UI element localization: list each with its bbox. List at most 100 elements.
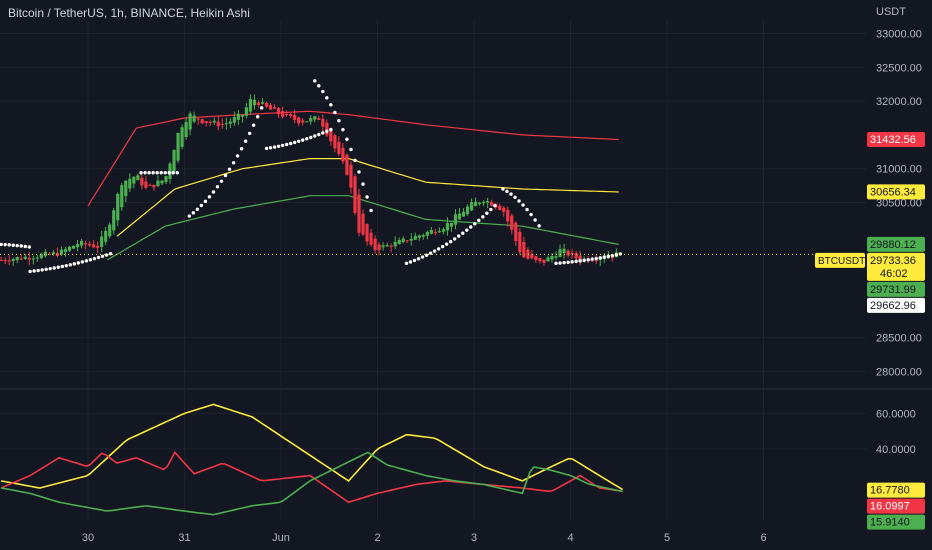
candle-body (144, 181, 148, 189)
psar-dot (251, 123, 256, 127)
psar-dot (606, 254, 610, 259)
indicator-y-tick-label: 60.0000 (876, 408, 916, 420)
candle-body (224, 123, 228, 125)
x-tick-label: 30 (82, 532, 94, 544)
psar-dot (337, 119, 341, 123)
candle-body (63, 249, 68, 253)
candle-body (55, 253, 60, 256)
psar-dot (558, 261, 562, 265)
psar-dot (329, 127, 333, 132)
candle-body (164, 176, 168, 182)
candle-body (92, 244, 96, 248)
psar-dot (436, 247, 441, 251)
candle-body (204, 121, 208, 124)
psar-dot (108, 252, 113, 256)
psar-dot (562, 260, 566, 265)
candle-body (558, 249, 562, 257)
psar-dot (404, 261, 409, 266)
candle-body (140, 177, 144, 186)
psar-dot (64, 263, 68, 268)
candle-body (3, 259, 7, 262)
psar-dot (203, 199, 208, 204)
candle-body (465, 206, 470, 215)
x-tick-label: 2 (374, 532, 380, 544)
psar-dot (276, 144, 281, 148)
psar-dot (151, 171, 155, 175)
psar-dot (317, 84, 321, 88)
candle-body (570, 253, 574, 255)
candle-body (116, 193, 120, 221)
psar-dot (485, 211, 489, 215)
candle-body (120, 185, 124, 208)
candle-body (256, 102, 261, 105)
psar-dot (288, 141, 293, 146)
price-countdown-text: 46:02 (880, 268, 908, 280)
price-label (867, 252, 925, 281)
candle-body (88, 243, 92, 246)
psar-dot (325, 129, 329, 133)
psar-dot (602, 255, 606, 259)
candle-body (79, 240, 84, 246)
indicator-value-label (867, 482, 925, 498)
candle-body (353, 176, 357, 213)
psar-dot (461, 231, 465, 235)
psar-dot (235, 154, 240, 158)
candle-body (510, 215, 514, 230)
psar-dot (570, 260, 574, 264)
psar-dot (268, 146, 273, 150)
candle-body (39, 254, 43, 259)
price-label-text: 31432.56 (870, 134, 916, 146)
candle-body (566, 250, 570, 256)
psar-dot (610, 253, 615, 258)
psar-dot (76, 261, 81, 265)
price-label-text: 29662.96 (870, 300, 916, 312)
psar-dot (412, 258, 417, 263)
psar-dot (432, 249, 437, 253)
y-tick-label: 32500.00 (876, 62, 922, 74)
psar-dot (345, 137, 349, 141)
psar-dot (0, 242, 3, 247)
candle-body (518, 231, 522, 253)
candle-body (184, 122, 188, 138)
psar-dot (3, 242, 7, 247)
candle-body (100, 236, 104, 247)
psar-dot (280, 143, 285, 148)
candle-body (59, 249, 64, 255)
indicator-value-text: 15.9140 (870, 517, 910, 529)
psar-dot (44, 267, 48, 272)
psar-dot (313, 134, 317, 138)
candle-body (67, 246, 72, 251)
candle-body (594, 260, 598, 262)
candle-body (244, 107, 249, 116)
psar-dot (477, 218, 481, 223)
psar-dot (428, 251, 433, 255)
candle-body (429, 229, 433, 234)
candle-body (345, 154, 349, 175)
candle-body (196, 118, 200, 120)
psar-dot (272, 145, 277, 149)
psar-dot (357, 170, 361, 174)
candle-body (329, 129, 333, 142)
psar-dot (211, 190, 216, 194)
psar-dot (424, 253, 429, 257)
psar-dot (529, 212, 533, 217)
candle-body (208, 122, 212, 124)
candle-body (212, 120, 216, 123)
psar-dot (27, 245, 31, 249)
price-label (867, 236, 925, 252)
candle-body (260, 102, 265, 104)
psar-dot (207, 195, 212, 199)
psar-dot (56, 265, 60, 269)
moving-average-line (106, 195, 619, 261)
psar-dot (100, 254, 105, 258)
candle-body (397, 239, 401, 245)
candle-body (264, 102, 269, 107)
candle-body (285, 113, 289, 115)
psar-dot (92, 256, 97, 261)
price-label (867, 131, 925, 147)
x-tick-label: 31 (178, 532, 190, 544)
candle-body (23, 256, 27, 259)
candle-body (530, 254, 534, 259)
candle-body (272, 107, 277, 109)
